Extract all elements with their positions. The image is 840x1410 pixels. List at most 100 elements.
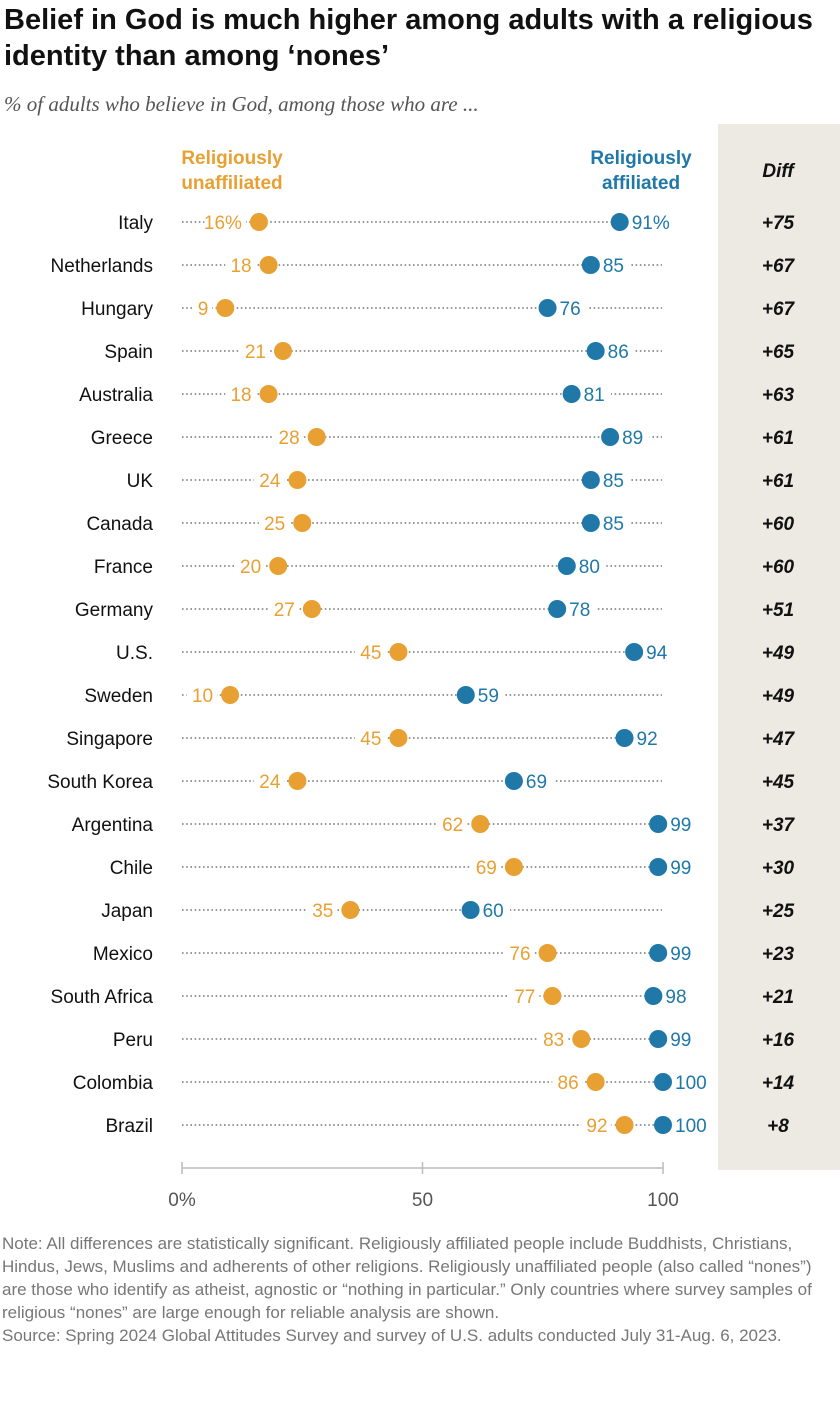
x-tick-label: 0% [168, 1190, 196, 1211]
value-label-unaffiliated: 18 [230, 385, 251, 406]
value-label-affiliated: 99 [670, 944, 691, 965]
value-label-affiliated: 89 [622, 428, 643, 449]
value-label-unaffiliated: 24 [259, 471, 281, 492]
diff-label: +37 [762, 815, 796, 836]
value-label-unaffiliated: 69 [476, 858, 497, 879]
chart-title: Belief in God is much higher among adult… [4, 4, 813, 72]
value-label-unaffiliated: 10 [192, 686, 213, 707]
dot-unaffiliated [288, 471, 307, 489]
label-gap [273, 425, 304, 449]
dot-unaffiliated [269, 557, 288, 575]
label-gap [234, 554, 266, 578]
label-gap [633, 726, 664, 750]
dot-affiliated [615, 729, 634, 747]
note-text: Note: All differences are statistically … [2, 1234, 812, 1322]
dot-unaffiliated [389, 729, 408, 747]
value-label-affiliated: 85 [603, 256, 624, 277]
diff-label: +60 [762, 557, 795, 578]
diff-label: +75 [762, 213, 795, 234]
dot-affiliated [557, 557, 576, 575]
dot-affiliated [581, 471, 600, 489]
label-gap [436, 812, 468, 836]
dot-unaffiliated [221, 686, 240, 704]
label-gap [204, 210, 246, 234]
label-gap [193, 296, 213, 320]
country-label: U.S. [116, 643, 153, 664]
label-gap [268, 597, 299, 621]
label-gap [667, 941, 698, 965]
diff-label: +16 [762, 1030, 795, 1051]
dot-affiliated [649, 944, 668, 962]
country-label: Spain [104, 342, 153, 363]
country-label: Brazil [105, 1116, 153, 1137]
value-label-affiliated: 100 [675, 1073, 707, 1094]
label-gap [239, 339, 271, 363]
dot-plot-chart: Religiously unaffiliated Religiously affili… [47, 124, 840, 1211]
label-gap [537, 1027, 569, 1051]
country-label: Mexico [93, 944, 153, 965]
dot-unaffiliated [293, 514, 312, 532]
diff-label: +49 [762, 686, 795, 707]
diff-label: +45 [762, 772, 795, 793]
diff-label: +61 [762, 428, 794, 449]
dot-affiliated [581, 514, 600, 532]
country-label: Japan [101, 901, 153, 922]
dot-unaffiliated [389, 643, 408, 661]
dot-affiliated [461, 901, 480, 919]
dot-unaffiliated [504, 858, 523, 876]
label-gap [566, 597, 597, 621]
label-gap [599, 511, 631, 535]
label-gap [474, 683, 506, 707]
diff-label: +67 [762, 256, 796, 277]
label-gap [662, 984, 693, 1008]
country-label: Peru [113, 1030, 153, 1051]
label-gap [672, 1113, 714, 1137]
dot-affiliated [649, 1030, 668, 1048]
value-label-affiliated: 85 [603, 471, 624, 492]
value-label-unaffiliated: 62 [442, 815, 463, 836]
diff-label: +51 [762, 600, 794, 621]
label-gap [575, 554, 607, 578]
dot-unaffiliated [543, 987, 562, 1005]
label-gap [225, 253, 256, 277]
dot-affiliated [548, 600, 567, 618]
country-label: Colombia [73, 1073, 154, 1094]
label-gap [552, 1070, 583, 1094]
value-label-unaffiliated: 86 [558, 1073, 579, 1094]
dot-unaffiliated [288, 772, 307, 790]
country-label: Canada [86, 514, 153, 535]
value-label-affiliated: 99 [670, 815, 691, 836]
value-label-unaffiliated: 27 [274, 600, 295, 621]
value-label-unaffiliated: 18 [230, 256, 251, 277]
label-gap [225, 382, 256, 406]
chart-note: Note: All differences are statistically … [2, 1232, 834, 1347]
diff-label: +25 [762, 901, 795, 922]
dot-affiliated [456, 686, 475, 704]
dot-unaffiliated [259, 385, 278, 403]
country-label: Germany [75, 600, 154, 621]
dot-affiliated [649, 858, 668, 876]
dot-affiliated [581, 256, 600, 274]
value-label-affiliated: 94 [646, 643, 668, 664]
value-label-affiliated: 99 [670, 858, 691, 879]
value-label-affiliated: 98 [665, 987, 686, 1008]
country-label: Argentina [72, 815, 154, 836]
label-gap [258, 511, 290, 535]
label-gap [254, 769, 285, 793]
country-label: Netherlands [51, 256, 153, 277]
label-gap [355, 640, 386, 664]
label-gap [667, 855, 698, 879]
label-gap [667, 812, 698, 836]
diff-column-background [718, 124, 840, 1170]
country-label: France [94, 557, 153, 578]
label-gap [599, 253, 631, 277]
legend-diff: Diff [762, 161, 795, 182]
value-label-affiliated: 76 [560, 299, 581, 320]
value-label-affiliated: 81 [584, 385, 605, 406]
dot-affiliated [649, 815, 668, 833]
dot-unaffiliated [274, 342, 293, 360]
value-label-unaffiliated: 28 [279, 428, 300, 449]
label-gap [604, 339, 636, 363]
dot-unaffiliated [216, 299, 235, 317]
dot-unaffiliated [259, 256, 278, 274]
